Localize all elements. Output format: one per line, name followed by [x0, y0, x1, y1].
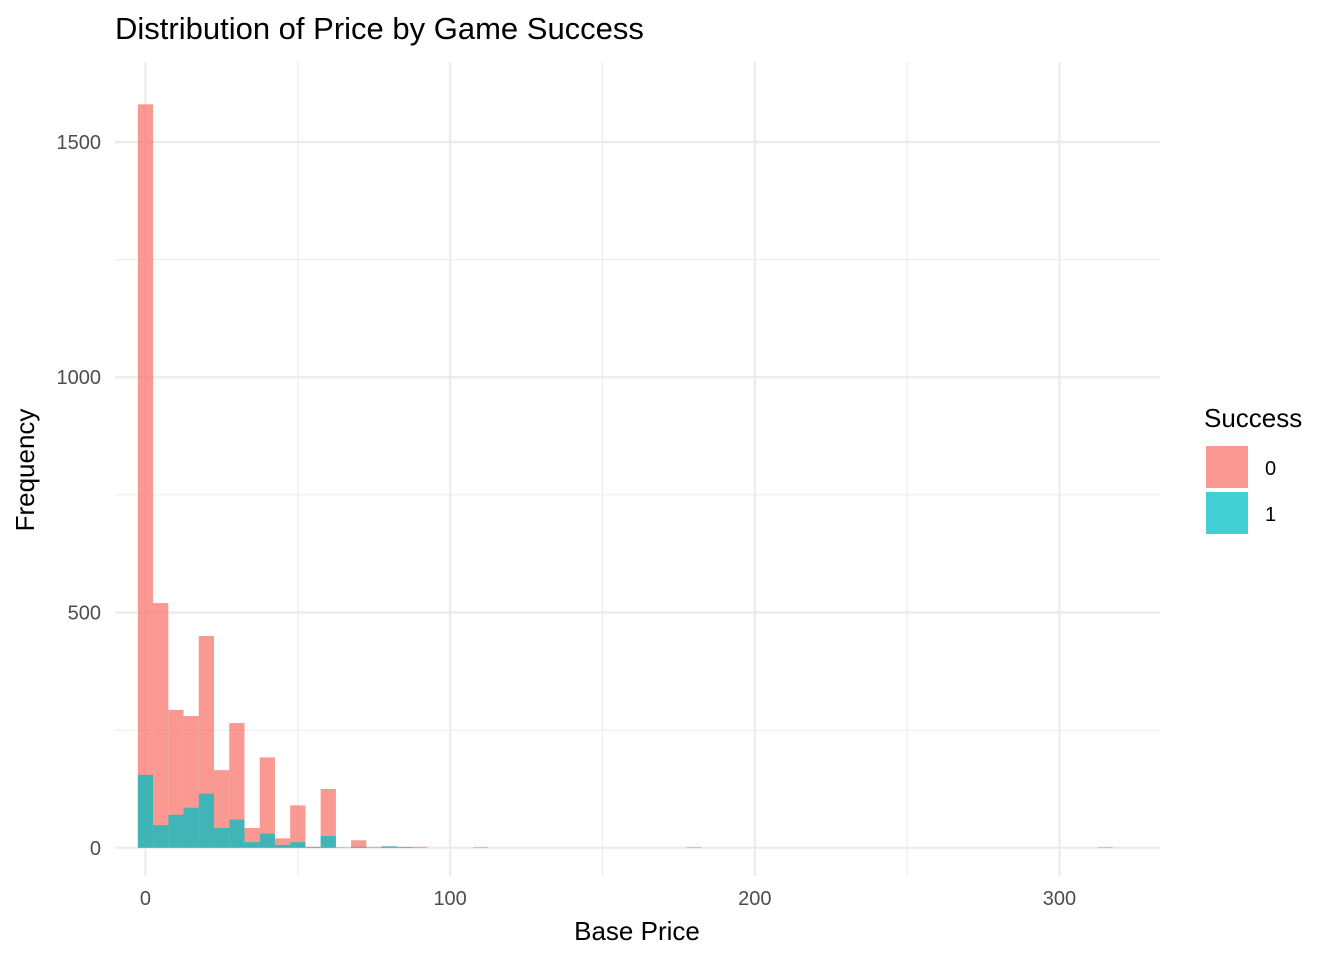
x-tick-label: 100: [433, 888, 466, 910]
bar-series-0: [274, 838, 291, 848]
bar-series-1: [168, 814, 184, 848]
bar-series-0: [366, 846, 382, 848]
x-axis-title: Base Price: [574, 916, 700, 946]
bar-series-0: [1097, 847, 1113, 848]
legend-swatch-0: [1206, 446, 1248, 488]
bar-series-1: [305, 847, 321, 848]
legend-title: Success: [1204, 403, 1302, 433]
legend: Success 0 1: [1204, 403, 1302, 534]
y-tick-label: 1000: [57, 367, 102, 389]
bar-series-1: [320, 836, 336, 848]
bar-series-1: [214, 828, 230, 848]
bar-series-1: [259, 833, 275, 848]
bar-series-1: [229, 819, 245, 848]
bar-series-0: [229, 723, 245, 848]
bar-series-0: [686, 847, 702, 848]
legend-label-0: 0: [1265, 458, 1276, 480]
legend-swatch-1: [1206, 492, 1248, 534]
bar-series-0: [290, 805, 306, 848]
axis-ticks: 0 100 200 300 0 500 1000 1500: [57, 132, 1077, 910]
bar-series-0: [137, 104, 154, 848]
bar-series-1: [183, 807, 199, 848]
bar-series-0: [351, 840, 367, 848]
bar-series-1: [137, 774, 154, 848]
bar-series-1: [381, 846, 397, 848]
bar-series-0: [259, 757, 275, 848]
bar-series-0: [335, 847, 352, 848]
y-tick-label: 1500: [57, 132, 102, 154]
bar-series-1: [351, 846, 367, 848]
y-tick-label: 500: [68, 603, 101, 625]
bar-series-1: [290, 842, 306, 848]
x-tick-label: 300: [1043, 888, 1076, 910]
y-tick-label: 0: [90, 838, 101, 860]
chart-title: Distribution of Price by Game Success: [115, 11, 644, 46]
x-tick-label: 200: [738, 888, 771, 910]
bar-series-1: [198, 793, 215, 848]
x-tick-label: 0: [140, 888, 151, 910]
bar-series-1: [274, 844, 291, 848]
y-axis-title: Frequency: [10, 409, 40, 532]
bar-series-1: [244, 842, 260, 848]
bar-series-0: [320, 788, 336, 848]
histogram-bars: [137, 104, 1113, 848]
bar-series-1: [396, 847, 413, 848]
bar-series-0: [412, 846, 428, 848]
bar-series-0: [153, 603, 169, 848]
bar-series-1: [153, 825, 169, 848]
grid-lines: [115, 62, 1160, 876]
legend-label-1: 1: [1265, 504, 1276, 526]
bar-series-0: [168, 709, 184, 848]
bar-series-0: [472, 847, 489, 848]
